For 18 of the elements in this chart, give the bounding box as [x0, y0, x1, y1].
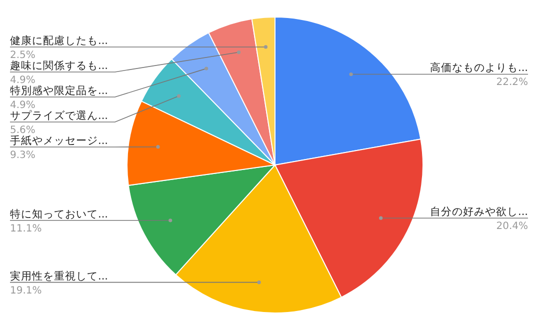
data-label: 19.1% [10, 285, 42, 296]
data-label: 4.9% [10, 74, 36, 86]
data-label: 2.5% [10, 50, 36, 61]
slice-label: 特別感や限定品を... [10, 84, 108, 97]
slice-label: 高価なものよりも... [430, 61, 528, 74]
slice-label: 手紙やメッセージ... [10, 134, 108, 147]
data-label: 20.4% [496, 221, 528, 232]
slice-label: 特に知っておいて... [10, 208, 108, 220]
slice-label: 実用性を重視して... [10, 269, 108, 282]
data-label: 22.2% [496, 77, 528, 88]
slice-label: 自分の好みや欲し... [430, 206, 528, 218]
slice-label: サプライズで選ん... [10, 108, 108, 122]
data-label: 9.3% [10, 150, 36, 161]
data-label: 4.9% [10, 100, 36, 111]
slice-label: 健康に配慮したも... [10, 34, 108, 47]
data-label: 5.6% [10, 124, 36, 136]
data-label: 11.1% [10, 223, 42, 234]
slice-label: 趣味に関係するも... [10, 58, 108, 72]
